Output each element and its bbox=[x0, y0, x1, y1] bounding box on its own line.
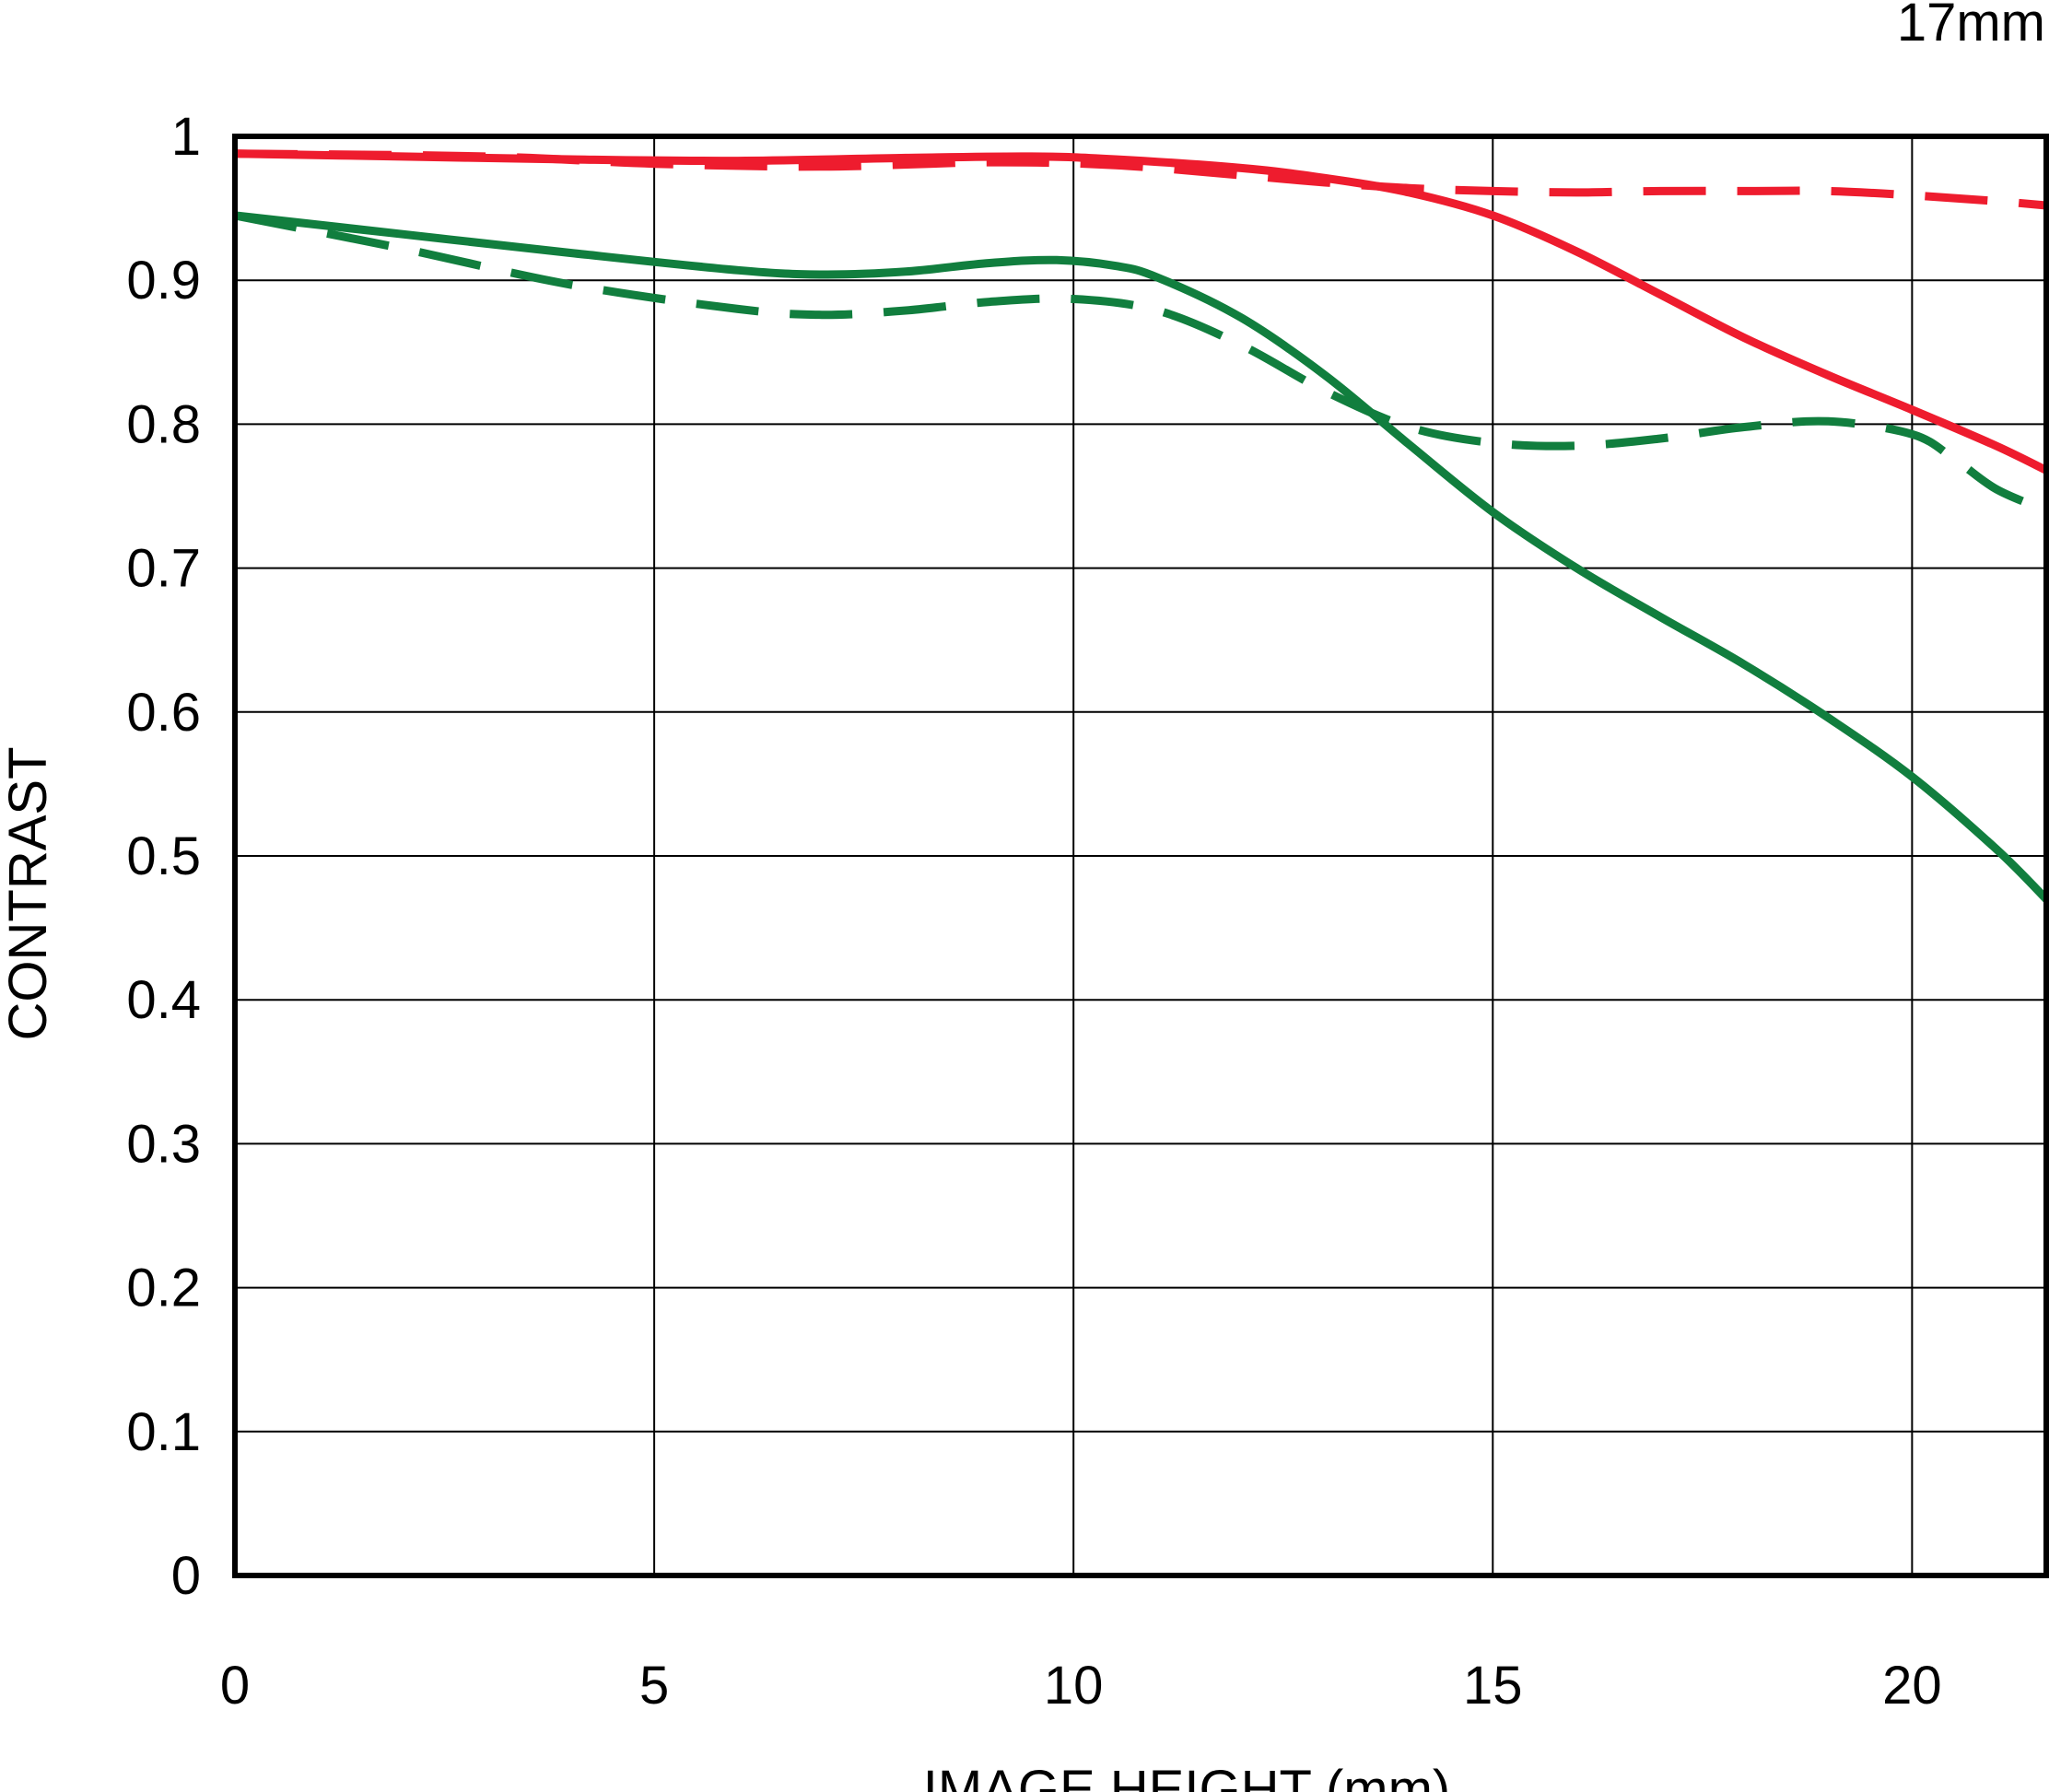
series-line-3-solid bbox=[234, 211, 2049, 903]
x-tick-label: 0 bbox=[220, 1656, 250, 1716]
y-tick-label: 0.8 bbox=[126, 394, 201, 454]
chart-title: 17mm bbox=[1897, 0, 2045, 53]
y-tick-label: 0.6 bbox=[126, 683, 201, 743]
y-tick-label: 1 bbox=[171, 107, 201, 167]
y-tick-label: 0.7 bbox=[126, 539, 201, 599]
series-line-2-dashed bbox=[234, 149, 2047, 210]
series-lines bbox=[234, 149, 2049, 903]
y-tick-label: 0.5 bbox=[126, 826, 201, 886]
y-tick-label: 0.1 bbox=[126, 1402, 201, 1462]
y-axis-label: CONTRAST bbox=[0, 747, 58, 1041]
x-axis-label: IMAGE HEIGHT (mm) bbox=[923, 1760, 1450, 1792]
grid-lines bbox=[235, 136, 2046, 1575]
x-tick-label: 20 bbox=[1882, 1656, 1942, 1716]
x-tick-labels: 0 5 10 15 20 bbox=[220, 1656, 1942, 1716]
x-tick-label: 10 bbox=[1044, 1656, 1104, 1716]
y-tick-labels: 0 0.1 0.2 0.3 0.4 0.5 0.6 0.7 0.8 0.9 1 bbox=[126, 107, 201, 1606]
y-tick-label: 0.4 bbox=[126, 970, 201, 1030]
y-tick-label: 0.9 bbox=[126, 251, 201, 310]
x-tick-label: 15 bbox=[1463, 1656, 1523, 1716]
plot-frame bbox=[232, 134, 2049, 1578]
series-line-1-solid bbox=[234, 149, 2048, 474]
y-tick-label: 0.3 bbox=[126, 1114, 201, 1174]
x-tick-label: 5 bbox=[639, 1656, 669, 1716]
series-line-4-dashed bbox=[234, 211, 2048, 515]
y-tick-label: 0.2 bbox=[126, 1259, 201, 1318]
y-tick-label: 0 bbox=[171, 1546, 201, 1606]
